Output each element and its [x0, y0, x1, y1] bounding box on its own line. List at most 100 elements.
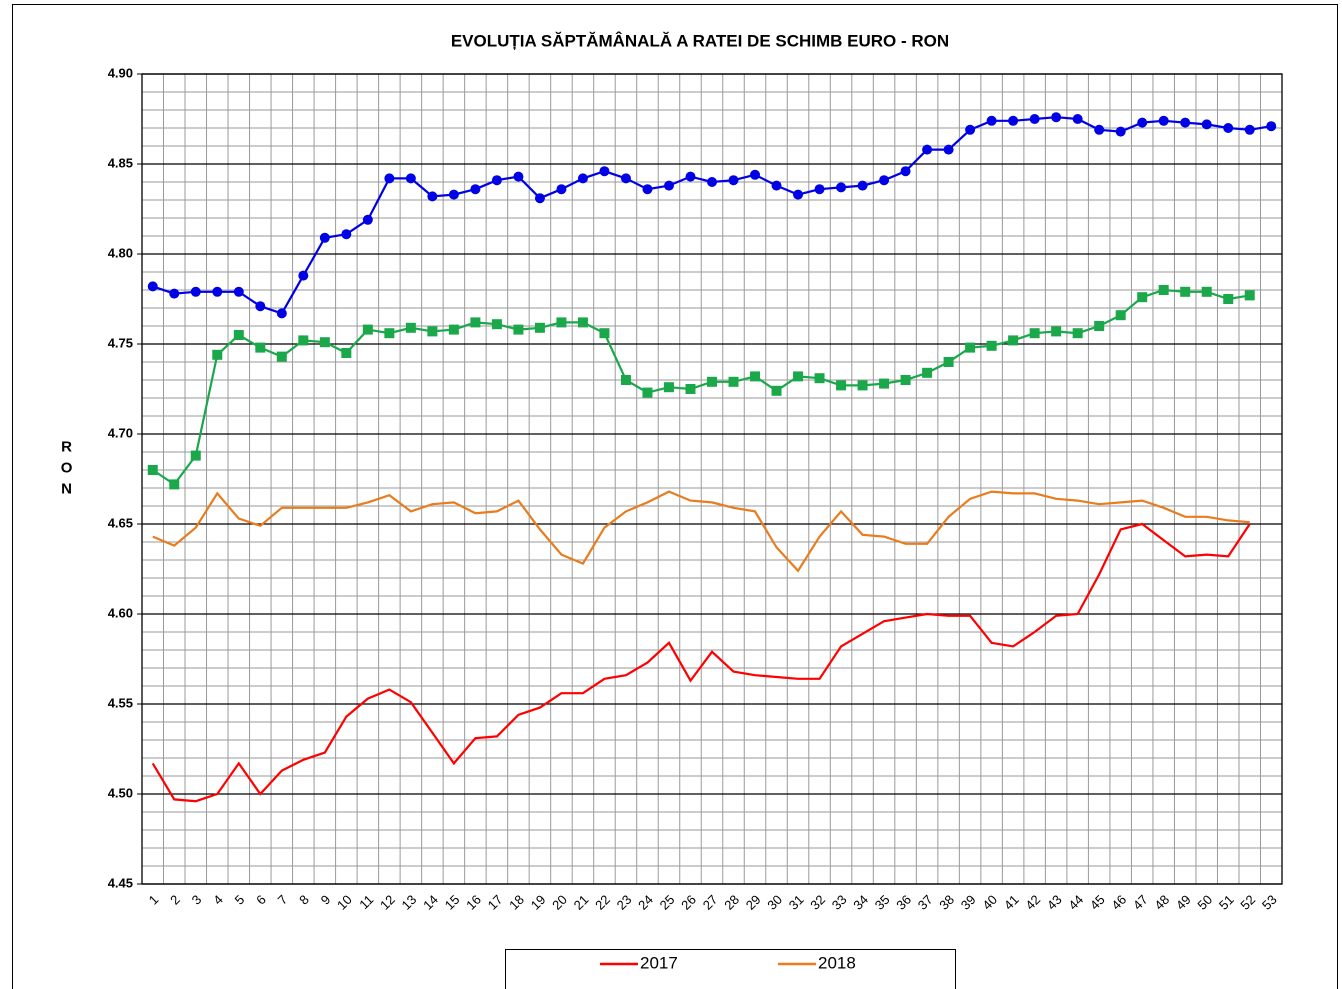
- marker: [771, 180, 782, 191]
- series-line: [152, 288, 1250, 486]
- marker: [1223, 123, 1234, 133]
- marker: [384, 173, 395, 184]
- marker: [1244, 290, 1255, 301]
- marker: [212, 286, 223, 297]
- marker: [513, 171, 524, 182]
- marker: [900, 166, 911, 177]
- marker: [965, 124, 976, 135]
- marker: [577, 173, 588, 184]
- marker: [771, 385, 782, 396]
- marker: [255, 342, 266, 353]
- marker: [341, 229, 352, 240]
- marker: [599, 328, 610, 339]
- legend-label: 2018: [818, 953, 856, 972]
- marker: [663, 180, 674, 191]
- marker: [814, 184, 825, 195]
- marker: [233, 330, 244, 340]
- marker: [599, 166, 610, 177]
- marker: [922, 144, 933, 155]
- marker: [1158, 115, 1169, 126]
- marker: [836, 380, 847, 391]
- marker: [491, 319, 502, 330]
- marker: [836, 182, 847, 193]
- marker: [534, 322, 545, 333]
- marker: [1008, 115, 1019, 126]
- marker: [943, 144, 954, 155]
- marker: [448, 189, 459, 200]
- marker: [255, 301, 266, 312]
- marker: [577, 317, 588, 328]
- y-tick-label: 4.55: [108, 695, 133, 710]
- marker: [1158, 285, 1169, 295]
- marker: [1180, 117, 1191, 128]
- marker: [427, 191, 438, 202]
- marker: [362, 324, 373, 335]
- marker: [728, 175, 739, 186]
- marker: [276, 308, 287, 319]
- marker: [1180, 286, 1191, 297]
- marker: [556, 317, 567, 328]
- y-tick-label: 4.80: [108, 245, 133, 260]
- y-tick-label: 4.90: [108, 65, 133, 80]
- marker: [298, 335, 309, 346]
- marker: [470, 184, 481, 195]
- marker: [405, 322, 416, 333]
- marker: [642, 184, 653, 195]
- marker: [1115, 310, 1126, 321]
- y-tick-label: 4.65: [108, 515, 133, 530]
- marker: [233, 286, 244, 297]
- marker: [1201, 119, 1212, 130]
- marker: [685, 171, 696, 182]
- marker: [900, 375, 911, 385]
- marker: [728, 376, 739, 387]
- marker: [879, 378, 890, 389]
- marker: [169, 288, 180, 299]
- marker: [986, 115, 997, 126]
- marker: [965, 342, 976, 353]
- marker: [319, 232, 330, 243]
- y-tick-label: 4.50: [108, 785, 133, 800]
- marker: [1051, 112, 1062, 123]
- marker: [1244, 124, 1255, 135]
- marker: [793, 189, 804, 200]
- marker: [1137, 117, 1148, 128]
- marker: [1008, 335, 1019, 346]
- marker: [427, 326, 438, 337]
- marker: [943, 357, 954, 367]
- marker: [1201, 286, 1212, 297]
- marker: [362, 214, 373, 225]
- marker: [319, 337, 330, 348]
- legend: 2017 2018: [505, 949, 956, 989]
- marker: [384, 328, 395, 339]
- marker: [298, 270, 309, 281]
- marker: [986, 340, 997, 351]
- marker: [857, 180, 868, 191]
- series-line: [151, 522, 1251, 803]
- marker: [879, 175, 890, 186]
- marker: [212, 349, 223, 360]
- marker: [448, 324, 459, 335]
- chart-title: EVOLUȚIA SĂPTĂMÂNALĂ A RATEI DE SCHIMB E…: [451, 31, 949, 50]
- marker: [1137, 292, 1148, 303]
- marker: [707, 376, 717, 387]
- marker: [750, 371, 761, 382]
- marker: [620, 173, 631, 184]
- y-tick-label: 4.70: [108, 425, 133, 440]
- marker: [922, 367, 933, 378]
- marker: [814, 373, 825, 384]
- marker: [1115, 126, 1126, 137]
- marker: [620, 375, 631, 385]
- legend-box: [505, 949, 956, 989]
- y-tick-label: 4.75: [108, 335, 133, 350]
- marker: [642, 387, 653, 398]
- marker: [470, 317, 481, 328]
- plot-border: [141, 73, 1283, 885]
- y-tick-label: 4.45: [108, 875, 133, 890]
- marker: [750, 169, 761, 180]
- y-tick-label: 4.85: [108, 155, 133, 170]
- marker: [685, 384, 696, 394]
- marker: [147, 281, 158, 292]
- marker: [1266, 121, 1277, 132]
- marker: [1072, 328, 1083, 339]
- marker: [276, 351, 287, 362]
